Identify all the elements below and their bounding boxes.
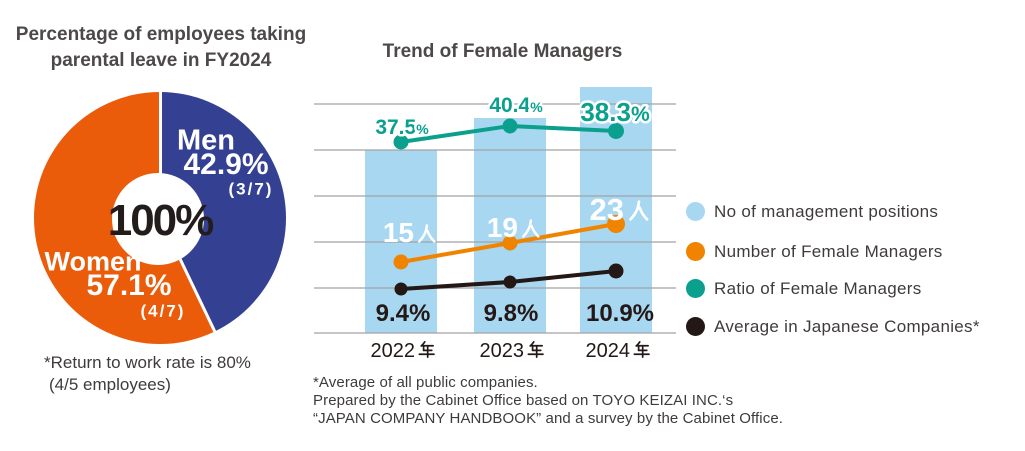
legend-item-3: Average in Japanese Companies* xyxy=(686,317,980,337)
legend-item-1: Number of Female Managers xyxy=(686,242,943,262)
ratio-point-1 xyxy=(502,118,518,134)
nen-unit-glyph-0 xyxy=(418,341,435,358)
legend-dot-icon xyxy=(686,202,705,221)
female-managers-label-0: 15 xyxy=(383,217,414,248)
management-positions-bar-1 xyxy=(474,118,546,333)
ratio-label-2: 38.3% xyxy=(580,97,650,127)
men-slice-fraction: (3/7) xyxy=(228,179,274,199)
average-point-0 xyxy=(394,282,408,296)
average-point-1 xyxy=(503,275,517,289)
footnote-line2: (4/5 employees) xyxy=(49,375,171,394)
footnote-line1: *Return to work rate is 80% xyxy=(44,353,251,372)
donut-hole xyxy=(112,173,204,265)
source-line3: “JAPAN COMPANY HANDBOOK” and a survey by… xyxy=(313,410,784,427)
legend-dot-icon xyxy=(686,279,705,298)
pie-title-line1: Percentage of employees taking xyxy=(15,24,307,45)
legend-item-2: Ratio of Female Managers xyxy=(686,279,922,299)
women-slice-value: 57.1% xyxy=(86,269,172,302)
nen-unit-glyph-2 xyxy=(633,341,650,358)
average-label-2: 10.9% xyxy=(586,300,654,327)
women-slice-fraction: (4/7) xyxy=(140,301,186,321)
female-managers-label-2: 23 xyxy=(590,192,624,227)
female-managers-label-1: 19 xyxy=(487,212,518,243)
female-point-1 xyxy=(502,235,518,251)
trend-combo-chart: 37.5% 40.4% 38.3% 15 19 23 9.4% 9.8% 10.9% 2022 20… xyxy=(314,87,676,362)
female-point-2 xyxy=(607,215,625,233)
trend-chart-title: Trend of Female Managers xyxy=(382,41,623,62)
source-line2: Prepared by the Cabinet Office based on … xyxy=(313,392,734,409)
female-point-0 xyxy=(393,254,409,270)
source-line1: *Average of all public companies. xyxy=(313,374,538,391)
ratio-point-0 xyxy=(393,134,409,150)
legend-item-0: No of management positions xyxy=(686,202,938,222)
year-label-0: 2022 xyxy=(371,340,416,362)
slice-divider xyxy=(158,92,162,218)
average-label-0: 9.4% xyxy=(376,300,431,327)
men-slice-label: Men xyxy=(177,124,235,157)
year-label-2: 2024 xyxy=(586,340,631,362)
legend-label: No of management positions xyxy=(714,201,939,221)
legend-label: Average in Japanese Companies* xyxy=(714,316,980,336)
nen-unit-glyph-1 xyxy=(527,341,544,358)
men-slice-value: 42.9% xyxy=(183,148,269,181)
legend-dot-icon xyxy=(686,242,705,261)
ratio-label-0: 37.5% xyxy=(375,116,429,139)
donut-center-label: 100% xyxy=(107,196,215,245)
pie-title-line2: parental leave in FY2024 xyxy=(50,50,272,71)
ratio-point-2 xyxy=(608,123,624,139)
pie-chart-title: Percentage of employees taking parental … xyxy=(0,22,322,74)
legend-dot-icon xyxy=(686,317,705,336)
ratio-label-1: 40.4% xyxy=(489,94,543,117)
year-label-1: 2023 xyxy=(480,340,525,362)
average-point-2 xyxy=(608,263,624,279)
source-note: *Average of all public companies. Prepar… xyxy=(313,374,783,428)
legend-label: Ratio of Female Managers xyxy=(714,278,922,298)
legend-label: Number of Female Managers xyxy=(714,241,943,261)
women-slice-label: Women xyxy=(44,246,142,277)
return-to-work-footnote: *Return to work rate is 80% (4/5 employe… xyxy=(44,352,251,396)
average-label-1: 9.8% xyxy=(484,300,539,327)
